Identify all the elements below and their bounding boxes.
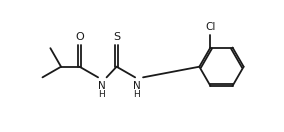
Text: N: N (133, 81, 140, 91)
Text: Cl: Cl (205, 22, 216, 32)
Text: S: S (113, 32, 120, 43)
Text: O: O (75, 32, 84, 43)
Text: H: H (98, 90, 105, 99)
Text: H: H (133, 90, 140, 99)
Text: N: N (98, 81, 105, 91)
